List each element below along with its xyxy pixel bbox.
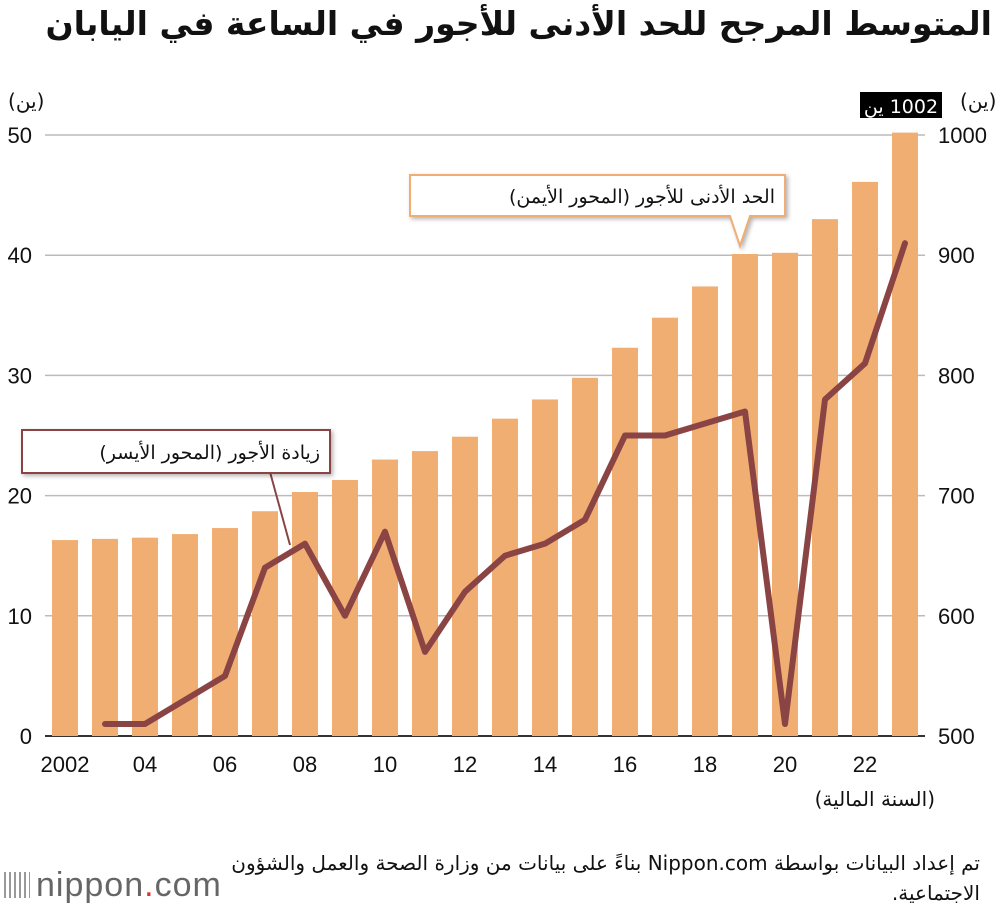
wage-increase-line (102, 240, 908, 727)
logo-mark-icon (4, 872, 30, 898)
callout-min-wage-text: الحد الأدنى للأجور (المحور الأيمن) (509, 185, 775, 208)
bar-2017 (652, 317, 678, 736)
right-tick-label: 500 (938, 724, 975, 749)
bar-2008 (292, 491, 318, 736)
bar-2013 (492, 418, 518, 736)
right-unit-label: (ين) (960, 89, 996, 113)
left-tick-label: 50 (8, 123, 32, 148)
bar-2004 (132, 537, 158, 736)
right-tick-label: 700 (938, 484, 975, 509)
bar-2010 (372, 459, 398, 736)
bar-2022 (852, 181, 878, 737)
callout-wage-increase-text: زيادة الأجور (المحور الأيسر) (99, 441, 320, 464)
x-tick-label: 14 (533, 752, 557, 777)
bar-2016 (612, 347, 638, 736)
bar-2009 (332, 479, 358, 736)
x-tick-label: 20 (773, 752, 797, 777)
left-unit-label: (ين) (8, 89, 44, 113)
left-tick-label: 10 (8, 604, 32, 629)
logo-dot: . (144, 866, 155, 904)
chart-title: المتوسط المرجح للحد الأدنى للأجور في الس… (45, 4, 992, 43)
left-tick-label: 30 (8, 363, 32, 388)
x-tick-label: 08 (293, 752, 317, 777)
left-tick-label: 20 (8, 484, 32, 509)
bar-2011 (412, 451, 438, 736)
source-note: تم إعداد البيانات بواسطة Nippon.com بناء… (231, 851, 980, 905)
bar-2002 (52, 540, 78, 736)
x-tick-label: 2002 (41, 752, 90, 777)
bar-2007 (252, 511, 278, 736)
x-tick-label: 16 (613, 752, 637, 777)
left-tick-label: 0 (20, 724, 32, 749)
bar-2018 (692, 286, 718, 736)
x-tick-label: 06 (213, 752, 237, 777)
bar-2014 (532, 399, 558, 736)
logo-suffix: com (154, 866, 222, 904)
x-tick-label: 22 (853, 752, 877, 777)
x-axis-label: (السنة المالية) (815, 787, 935, 811)
x-tick-label: 10 (373, 752, 397, 777)
bar-2003 (92, 538, 118, 736)
right-tick-label: 1000 (938, 123, 987, 148)
bar-2006 (212, 528, 238, 736)
right-tick-label: 800 (938, 363, 975, 388)
right-tick-label: 600 (938, 604, 975, 629)
x-tick-label: 12 (453, 752, 477, 777)
chart: 0 500 10 600 20 700 30 800 40 900 50 1000 2002 04 06 08… (8, 89, 997, 811)
callout-wage-increase: زيادة الأجور (المحور الأيسر) (21, 429, 331, 546)
callout-min-wage: الحد الأدنى للأجور (المحور الأيمن) (409, 174, 786, 250)
bar-2015 (572, 377, 598, 736)
last-bar-label: 1002 ين (864, 96, 938, 118)
left-tick-label: 40 (8, 243, 32, 268)
last-bar-label-bg (860, 92, 942, 118)
right-tick-label: 900 (938, 243, 975, 268)
nippon-logo: nippon.com (4, 866, 222, 905)
x-tick-label: 18 (693, 752, 717, 777)
x-tick-label: 04 (133, 752, 157, 777)
bar-2023 (892, 132, 918, 736)
logo-name: nippon (36, 866, 145, 904)
